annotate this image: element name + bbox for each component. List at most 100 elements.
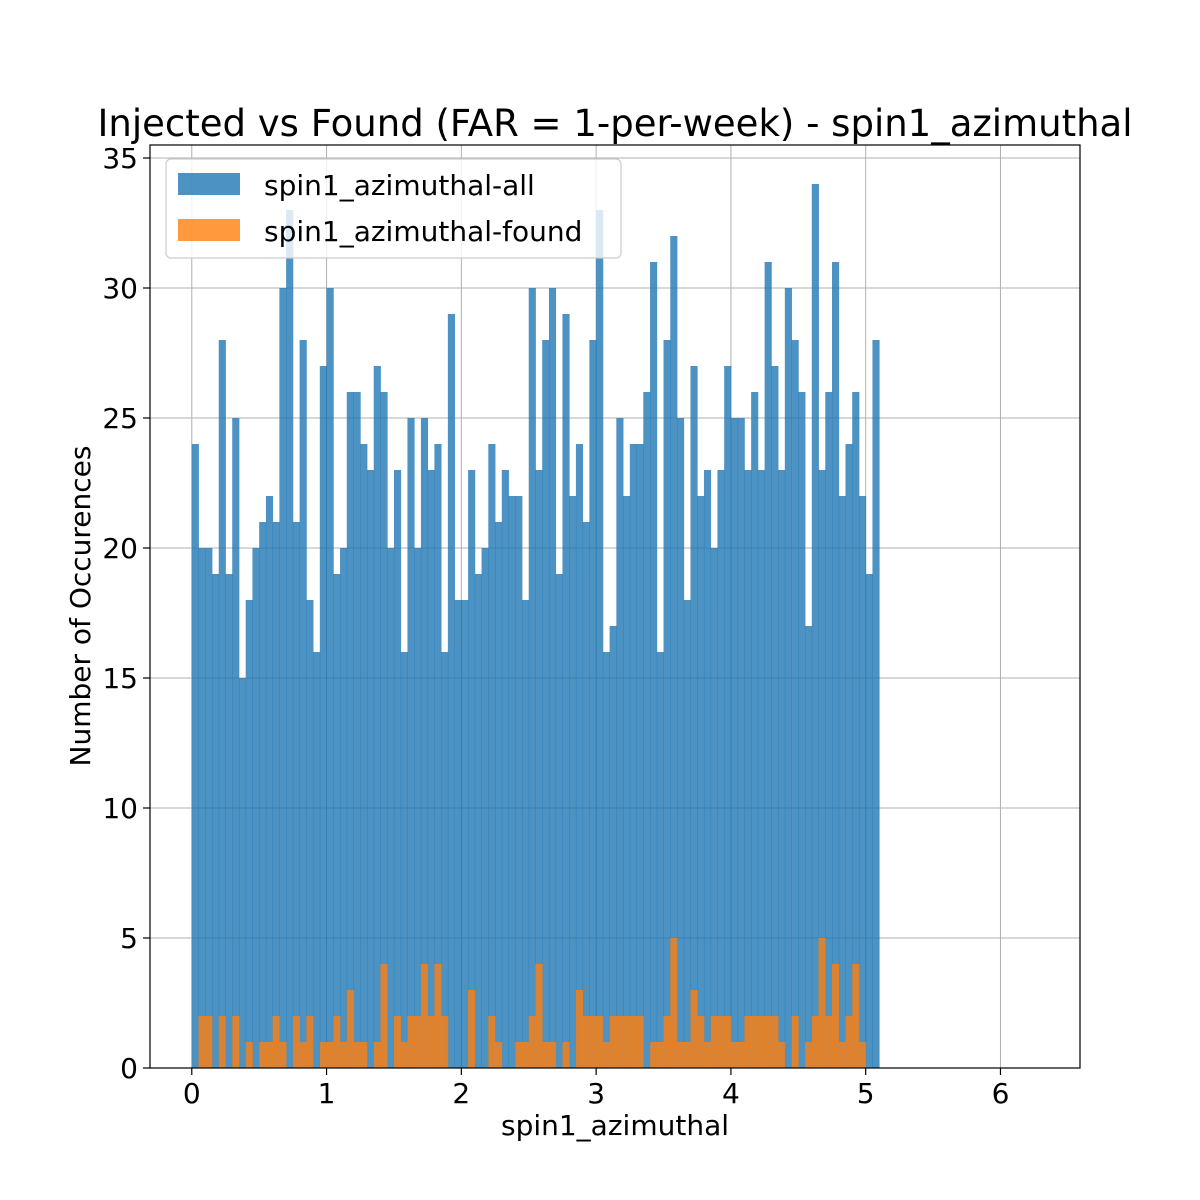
- bar-found: [596, 1016, 604, 1068]
- bar-found: [710, 1016, 718, 1068]
- bar-all: [562, 314, 570, 1068]
- bar-found: [852, 964, 860, 1068]
- bar-found: [737, 1042, 745, 1068]
- bar-all: [360, 444, 368, 1068]
- bar-all: [434, 444, 442, 1068]
- bar-found: [677, 1042, 685, 1068]
- y-tick-label: 25: [102, 402, 138, 435]
- bar-all: [771, 366, 779, 1068]
- bar-found: [757, 1016, 766, 1068]
- bar-found: [751, 1016, 759, 1068]
- bar-found: [272, 1016, 280, 1068]
- bar-all: [542, 340, 550, 1068]
- bar-all: [798, 392, 806, 1068]
- x-tick-label: 2: [452, 1077, 470, 1110]
- bar-found: [730, 1042, 739, 1068]
- bar-found: [400, 1042, 408, 1068]
- bar-all: [252, 548, 260, 1068]
- bar-all: [198, 548, 206, 1068]
- bar-all: [346, 392, 354, 1068]
- bar-found: [683, 1042, 691, 1068]
- bar-found: [805, 1042, 813, 1068]
- bar-found: [522, 1042, 530, 1068]
- x-tick-label: 4: [722, 1077, 740, 1110]
- bar-found: [528, 1016, 536, 1068]
- bar-all: [872, 340, 880, 1068]
- bar-found: [299, 1042, 307, 1068]
- bar-all: [367, 470, 375, 1068]
- bar-all: [205, 548, 213, 1068]
- bar-found: [542, 1042, 550, 1068]
- bar-found: [838, 1042, 846, 1068]
- bar-found: [818, 938, 826, 1068]
- bar-all: [461, 600, 469, 1068]
- bar-all: [805, 626, 813, 1068]
- bar-all: [609, 626, 617, 1068]
- y-tick-label: 0: [120, 1052, 138, 1085]
- bar-all: [279, 288, 287, 1068]
- bar-found: [373, 1042, 381, 1068]
- bar-found: [670, 938, 678, 1068]
- bar-all: [589, 340, 597, 1068]
- bar-all: [454, 600, 462, 1068]
- bar-found: [703, 1042, 712, 1068]
- bar-all: [245, 600, 253, 1068]
- bar-found: [535, 964, 543, 1068]
- bar-all: [299, 340, 307, 1068]
- bar-all: [845, 444, 853, 1068]
- y-tick-label: 5: [120, 922, 138, 955]
- x-tick-label: 1: [318, 1077, 336, 1110]
- bar-all: [751, 392, 759, 1068]
- bar-all: [468, 470, 476, 1068]
- bar-all: [791, 340, 799, 1068]
- bar-found: [832, 964, 840, 1068]
- bar-all: [238, 678, 247, 1068]
- bar-all: [340, 548, 348, 1068]
- bar-all: [852, 392, 860, 1068]
- legend-frame: [165, 158, 622, 259]
- y-tick-label: 10: [102, 792, 138, 825]
- bar-found: [326, 1042, 334, 1068]
- bar-found: [380, 964, 388, 1068]
- bar-all: [744, 470, 752, 1068]
- bar-found: [690, 990, 698, 1068]
- bar-all: [636, 444, 644, 1068]
- bar-found: [279, 1042, 287, 1068]
- bar-found: [623, 1016, 631, 1068]
- bar-all: [555, 574, 563, 1068]
- bar-found: [407, 1016, 415, 1068]
- bar-all: [508, 496, 516, 1068]
- bar-found: [232, 1016, 240, 1068]
- bar-all: [730, 418, 739, 1068]
- bar-all: [420, 418, 429, 1068]
- bar-all: [427, 470, 435, 1068]
- bar-all: [373, 366, 381, 1068]
- bar-found: [360, 1042, 368, 1068]
- bar-found: [427, 1016, 435, 1068]
- bar-found: [602, 1042, 611, 1068]
- bar-all: [643, 392, 651, 1068]
- bar-all: [690, 366, 698, 1068]
- bar-all: [724, 366, 732, 1068]
- bar-found: [414, 1016, 422, 1068]
- bar-all: [582, 522, 590, 1068]
- bar-found: [744, 1016, 752, 1068]
- bar-found: [650, 1042, 658, 1068]
- bar-all: [737, 418, 745, 1068]
- bar-all: [528, 288, 536, 1068]
- bar-all: [764, 262, 772, 1068]
- bar-all: [286, 210, 294, 1068]
- bar-found: [656, 1042, 664, 1068]
- x-tick-label: 5: [857, 1077, 875, 1110]
- bar-found: [245, 1042, 253, 1068]
- bar-all: [326, 288, 334, 1068]
- bar-all: [387, 548, 395, 1068]
- bar-all: [697, 496, 705, 1068]
- bar-all: [710, 548, 718, 1068]
- y-tick-label: 30: [102, 272, 138, 305]
- bar-all: [400, 652, 408, 1068]
- bar-all: [596, 210, 604, 1068]
- legend-label-found: spin1_azimuthal-found: [264, 215, 582, 248]
- bar-all: [481, 548, 489, 1068]
- bar-all: [441, 652, 449, 1068]
